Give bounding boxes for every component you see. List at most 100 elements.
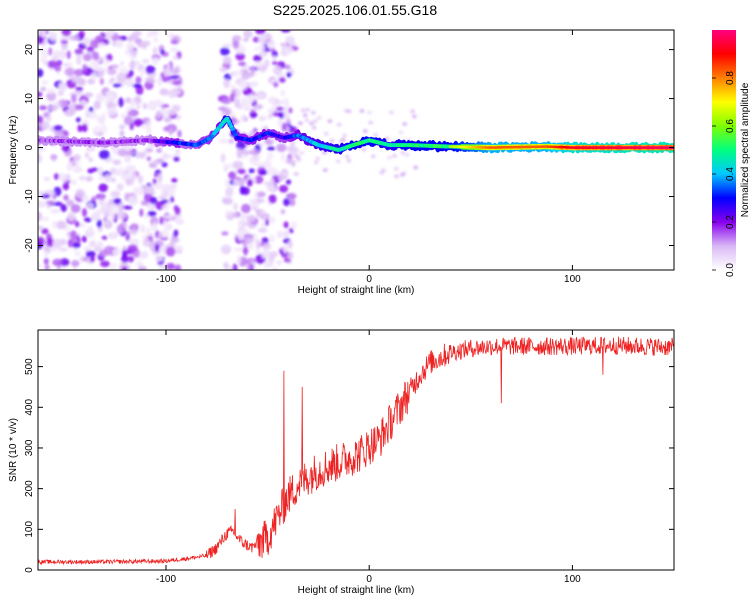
noise-blob: [100, 260, 111, 268]
noise-blob: [249, 81, 259, 88]
noise-blob: [136, 104, 141, 110]
noise-blob: [128, 61, 136, 69]
colorbar: 0.0 0.2 0.4 0.6 0.8 Normalized spectral ampl…: [712, 30, 750, 277]
noise-blob: [85, 145, 96, 152]
noise-blob: [221, 98, 231, 105]
noise-blob: [166, 108, 177, 116]
noise-blob: [177, 130, 182, 138]
noise-blob: [142, 43, 147, 50]
noise-blob: [129, 49, 138, 60]
noise-blob: [116, 183, 124, 191]
y-tick-label: 100: [24, 521, 35, 538]
noise-blob: [61, 30, 71, 37]
noise-blob: [38, 36, 44, 45]
noise-blob: [254, 175, 264, 184]
noise-blob: [155, 255, 164, 262]
noise-blob: [285, 179, 292, 185]
noise-blob: [342, 133, 348, 138]
noise-blob: [278, 77, 286, 83]
noise-blob: [218, 138, 228, 144]
noise-blob: [90, 212, 101, 222]
noise-blob: [41, 194, 51, 199]
noise-blob: [173, 229, 179, 237]
noise-blob: [368, 120, 374, 125]
noise-blob: [288, 107, 293, 114]
noise-blob: [283, 230, 290, 238]
noise-blob: [87, 225, 94, 236]
noise-blob: [240, 114, 247, 123]
noise-blob: [41, 228, 49, 235]
y-tick-label: 10: [24, 93, 35, 105]
noise-blob: [124, 153, 132, 163]
noise-blob: [246, 214, 256, 223]
noise-blob: [221, 244, 231, 249]
spectrogram-x-axis-label: Height of straight line (km): [298, 285, 415, 296]
spectrogram-noise-blobs: [38, 30, 419, 270]
noise-blob: [126, 111, 136, 116]
noise-blob: [51, 154, 56, 162]
noise-blob: [87, 168, 94, 174]
noise-blob: [269, 216, 276, 224]
colorbar-tick-label: 0.2: [725, 215, 736, 229]
noise-blob: [285, 35, 295, 45]
noise-blob: [120, 255, 129, 263]
noise-blob: [90, 255, 95, 263]
noise-blob: [282, 171, 288, 177]
y-tick-label: -10: [24, 189, 35, 204]
noise-blob: [58, 247, 69, 252]
noise-blob: [312, 119, 318, 124]
noise-blob: [107, 106, 118, 117]
noise-blob: [285, 158, 293, 165]
noise-blob: [45, 200, 56, 205]
noise-blob: [158, 195, 167, 200]
snr-plot: -100 0 100 0 100 200 300 400 500 Height of stra…: [8, 329, 675, 596]
noise-blob: [272, 60, 278, 66]
noise-blob: [161, 204, 170, 210]
y-tick-label: 0: [24, 144, 35, 150]
x-tick-label: 100: [564, 274, 581, 285]
noise-blob: [153, 36, 159, 43]
noise-blob: [49, 31, 58, 42]
noise-blob: [113, 197, 122, 205]
noise-blob: [283, 198, 291, 207]
noise-blob: [327, 119, 333, 124]
noise-blob: [120, 35, 128, 41]
noise-blob: [256, 239, 261, 250]
noise-blob: [147, 210, 157, 217]
noise-blob: [134, 95, 142, 104]
noise-blob: [66, 199, 75, 207]
noise-blob: [96, 219, 102, 228]
noise-blob: [43, 250, 49, 258]
noise-blob: [257, 92, 266, 99]
noise-blob: [122, 205, 133, 210]
noise-blob: [83, 246, 92, 251]
noise-blob: [264, 59, 270, 68]
noise-blob: [83, 217, 92, 223]
noise-blob: [82, 208, 87, 217]
noise-blob: [400, 150, 406, 155]
noise-blob: [283, 258, 291, 263]
noise-blob: [293, 172, 299, 176]
noise-blob: [233, 247, 244, 252]
noise-blob: [271, 50, 278, 58]
noise-blob: [249, 149, 260, 156]
noise-blob: [139, 151, 146, 159]
noise-blob: [173, 156, 180, 162]
noise-blob: [110, 190, 121, 198]
noise-blob: [256, 191, 266, 198]
noise-blob: [161, 187, 165, 198]
noise-blob: [41, 80, 49, 85]
noise-blob: [243, 30, 253, 39]
noise-blob: [85, 250, 96, 258]
noise-blob: [254, 248, 261, 254]
noise-blob: [346, 158, 352, 163]
noise-blob: [160, 72, 166, 79]
noise-blob: [402, 122, 408, 126]
noise-blob: [264, 158, 272, 167]
noise-blob: [69, 35, 80, 41]
noise-blob: [394, 174, 400, 179]
noise-blob: [93, 125, 101, 133]
noise-blob: [40, 30, 46, 38]
noise-blob: [78, 222, 86, 228]
